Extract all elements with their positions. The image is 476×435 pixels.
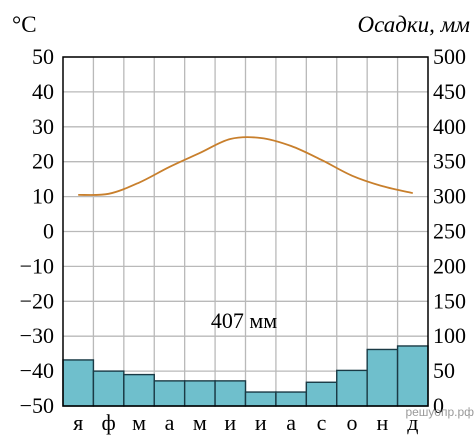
left-tick-label: −40 — [20, 358, 54, 383]
month-label: я — [73, 410, 83, 435]
precipitation-bar — [153, 380, 186, 407]
annual-precipitation-total: 407 мм — [211, 308, 277, 333]
month-label: д — [407, 410, 418, 435]
left-axis-unit: °C — [12, 12, 37, 37]
right-axis-unit: Осадки, мм — [358, 12, 471, 37]
right-tick-label: 350 — [433, 149, 466, 174]
month-label: а — [286, 410, 296, 435]
left-tick-label: 20 — [32, 149, 54, 174]
watermark: решуопр.рф — [405, 405, 474, 419]
plot-border — [62, 56, 429, 407]
right-tick-label: 500 — [433, 44, 466, 69]
precipitation-bar — [305, 381, 338, 407]
precipitation-bar — [123, 373, 155, 407]
month-label: ф — [101, 410, 115, 435]
precipitation-bar — [214, 380, 247, 407]
month-label: и — [224, 410, 236, 435]
precipitation-bar — [183, 380, 216, 407]
month-label: м — [132, 410, 146, 435]
left-tick-label: −30 — [20, 323, 54, 348]
month-label: и — [255, 410, 267, 435]
plot-frame — [62, 56, 429, 407]
month-label: м — [193, 410, 207, 435]
month-label: а — [165, 410, 175, 435]
precipitation-bar — [336, 369, 368, 407]
left-tick-label: 0 — [43, 219, 54, 244]
left-axis-ticks: 50 40 30 20 10 0 −10 −20 −30 −40 −50 — [20, 44, 54, 418]
temperature-line-group — [78, 136, 413, 196]
right-tick-label: 0 — [433, 393, 444, 418]
right-tick-label: 50 — [433, 358, 455, 383]
precipitation-bar — [244, 391, 277, 407]
left-tick-label: 40 — [32, 79, 54, 104]
temperature-line — [78, 136, 413, 196]
precipitation-bar — [396, 345, 429, 407]
right-tick-label: 100 — [433, 323, 466, 348]
right-tick-label: 150 — [433, 288, 466, 313]
left-tick-label: 50 — [32, 44, 54, 69]
left-tick-label: −50 — [20, 393, 54, 418]
left-tick-label: −10 — [20, 253, 54, 278]
precipitation-bar — [275, 391, 308, 407]
month-label: о — [346, 410, 357, 435]
left-tick-label: −20 — [20, 288, 54, 313]
left-tick-label: 10 — [32, 184, 54, 209]
right-tick-label: 400 — [433, 114, 466, 139]
precipitation-bar — [92, 370, 125, 407]
month-label: н — [376, 410, 388, 435]
right-tick-label: 250 — [433, 219, 466, 244]
right-tick-label: 300 — [433, 184, 466, 209]
left-tick-label: 30 — [32, 114, 54, 139]
precipitation-bars — [62, 345, 429, 407]
right-tick-label: 450 — [433, 79, 466, 104]
month-label: с — [317, 410, 327, 435]
precipitation-bar — [62, 359, 95, 407]
precipitation-bar — [366, 348, 399, 407]
right-tick-label: 200 — [433, 253, 466, 278]
